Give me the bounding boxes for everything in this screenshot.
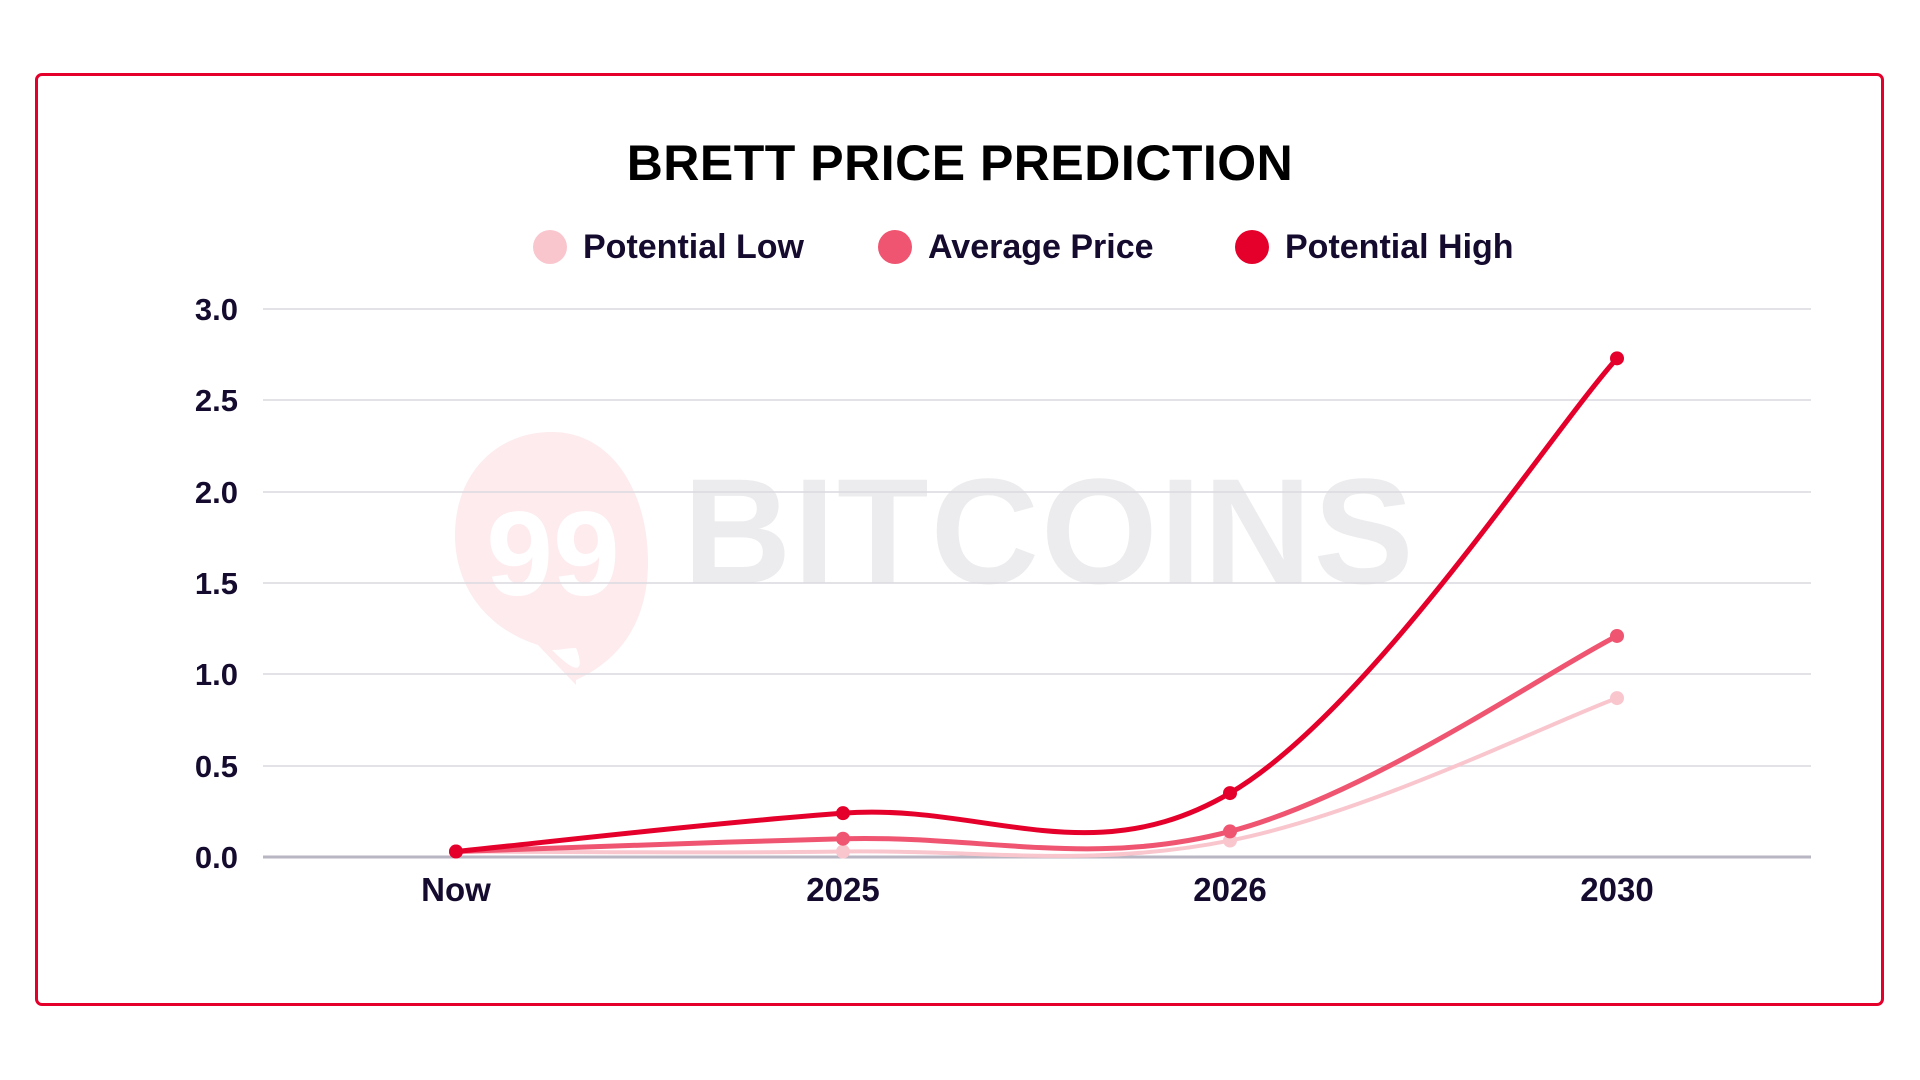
legend-label: Potential High bbox=[1285, 227, 1514, 266]
data-point[interactable] bbox=[836, 831, 850, 846]
watermark-bubble-icon bbox=[455, 432, 648, 685]
chart-legend: Potential Low Average Price Potential Hi… bbox=[0, 222, 1920, 272]
legend-label: Average Price bbox=[928, 227, 1154, 266]
data-point[interactable] bbox=[449, 844, 463, 859]
x-tick: Now bbox=[421, 871, 491, 908]
series-line bbox=[453, 633, 1620, 855]
watermark-text: BITCOINS bbox=[683, 447, 1416, 615]
series-potential-high bbox=[449, 351, 1624, 859]
x-tick: 2030 bbox=[1580, 871, 1653, 908]
y-tick: 0.0 bbox=[195, 840, 238, 875]
y-tick: 1.5 bbox=[195, 566, 238, 601]
data-point[interactable] bbox=[1610, 628, 1624, 643]
legend-item-average-price[interactable]: Average Price bbox=[878, 222, 1154, 272]
y-tick: 2.5 bbox=[195, 383, 238, 418]
y-axis: 3.0 2.5 2.0 1.5 1.0 0.5 0.0 bbox=[195, 292, 238, 875]
y-tick: 3.0 bbox=[195, 292, 238, 327]
y-tick: 2.0 bbox=[195, 475, 238, 510]
series-layer bbox=[449, 351, 1624, 859]
chart-frame bbox=[35, 73, 1884, 1006]
watermark-mark: 99 bbox=[486, 487, 619, 621]
x-tick: 2025 bbox=[806, 871, 879, 908]
data-point[interactable] bbox=[1610, 351, 1624, 366]
x-tick: 2026 bbox=[1193, 871, 1266, 908]
series-average-price bbox=[449, 628, 1624, 859]
legend-label: Potential Low bbox=[583, 227, 804, 266]
series-line bbox=[454, 696, 1619, 858]
series-line bbox=[453, 355, 1620, 855]
legend-dot-icon bbox=[878, 230, 912, 264]
legend-dot-icon bbox=[1235, 230, 1269, 264]
legend-item-potential-low[interactable]: Potential Low bbox=[533, 222, 804, 272]
x-axis: Now 2025 2026 2030 bbox=[421, 871, 1654, 908]
data-point[interactable] bbox=[836, 844, 850, 859]
data-point[interactable] bbox=[1610, 691, 1624, 706]
y-tick: 1.0 bbox=[195, 657, 238, 692]
data-point[interactable] bbox=[1223, 786, 1237, 801]
legend-dot-icon bbox=[533, 230, 567, 264]
chart-title: BRETT PRICE PREDICTION bbox=[626, 135, 1294, 191]
legend-item-potential-high[interactable]: Potential High bbox=[1235, 222, 1514, 272]
data-point[interactable] bbox=[836, 806, 850, 821]
y-tick: 0.5 bbox=[195, 749, 238, 784]
data-point[interactable] bbox=[1223, 824, 1237, 839]
watermark: 99 BITCOINS bbox=[455, 432, 1416, 685]
